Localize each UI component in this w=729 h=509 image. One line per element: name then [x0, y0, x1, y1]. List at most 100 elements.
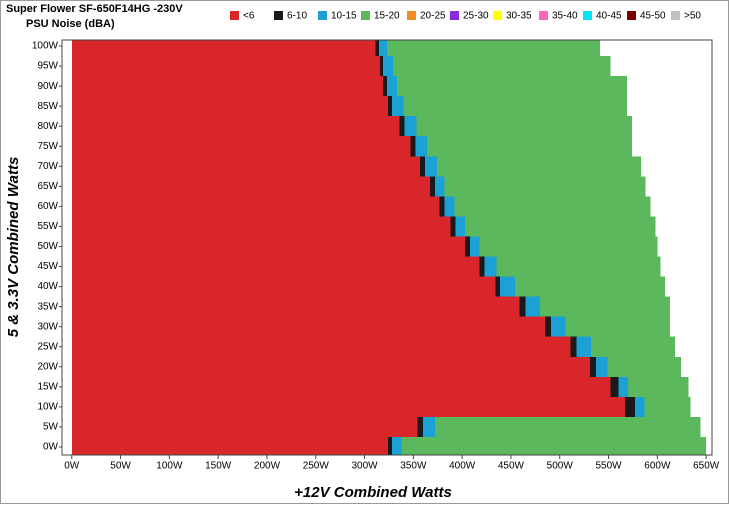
heat-cell — [484, 256, 497, 277]
heat-cell — [71, 236, 466, 257]
plot-border — [61, 39, 713, 456]
legend-swatch — [407, 11, 416, 20]
heat-cell — [429, 176, 435, 197]
y-tick-label: 55W — [37, 221, 58, 232]
heat-cell — [625, 396, 635, 417]
legend-swatch — [627, 11, 636, 20]
heat-cell — [434, 176, 445, 197]
heat-cell — [496, 256, 661, 277]
heat-cell — [399, 116, 405, 137]
heat-cell — [465, 216, 656, 237]
heat-cell — [401, 436, 707, 455]
heat-cell — [404, 116, 417, 137]
legend-label: >50 — [684, 11, 701, 22]
heat-cell — [634, 396, 645, 417]
heat-cell — [439, 196, 445, 217]
x-tick-label: 200W — [254, 461, 281, 472]
legend-label: 15-20 — [374, 11, 400, 22]
heat-cell — [71, 396, 626, 417]
heat-cell — [450, 216, 456, 237]
legend-swatch — [671, 11, 680, 20]
heat-cell — [71, 316, 546, 337]
legend-label: 25-30 — [463, 11, 489, 22]
legend-swatch — [230, 11, 239, 20]
x-axis-title: +12V Combined Watts — [294, 484, 452, 501]
heat-cell — [387, 436, 392, 455]
x-tick-label: 150W — [205, 461, 232, 472]
y-tick-label: 60W — [37, 201, 58, 212]
heat-cell — [383, 56, 393, 77]
legend-swatch — [318, 11, 327, 20]
x-tick-label: 50W — [110, 461, 131, 472]
heat-cell — [71, 416, 418, 437]
heat-cell — [379, 40, 387, 57]
heat-cell — [387, 96, 392, 117]
y-tick-label: 0W — [43, 442, 59, 453]
legend-swatch — [539, 11, 548, 20]
heat-cell — [444, 176, 646, 197]
heat-cell — [423, 416, 435, 437]
heat-cell — [610, 376, 619, 397]
y-tick-label: 5W — [43, 422, 59, 433]
x-tick-label: 500W — [547, 461, 574, 472]
y-tick-label: 80W — [37, 121, 58, 132]
heat-cell — [383, 76, 387, 97]
heat-cell — [565, 316, 671, 337]
y-tick-label: 95W — [37, 61, 58, 72]
heat-cell — [71, 256, 480, 277]
x-tick-label: 600W — [644, 461, 671, 472]
heat-cell — [71, 276, 496, 297]
heat-cell — [545, 316, 551, 337]
heat-cell — [514, 276, 666, 297]
heat-cell — [71, 176, 430, 197]
heat-cell — [595, 356, 608, 377]
x-tick-label: 650W — [693, 461, 720, 472]
heat-cell — [495, 276, 501, 297]
heat-cell — [71, 296, 520, 317]
heat-cell — [71, 40, 376, 57]
heat-cell — [71, 76, 384, 97]
heat-cell — [590, 336, 675, 357]
y-tick-label: 15W — [37, 381, 58, 392]
legend-label: 40-45 — [596, 11, 622, 22]
heat-cell — [71, 156, 421, 177]
legend-label: 6-10 — [287, 11, 307, 22]
heat-cell — [465, 236, 470, 257]
heat-cell — [403, 96, 628, 117]
legend-label: 45-50 — [640, 11, 666, 22]
y-tick-label: 70W — [37, 161, 58, 172]
x-tick-label: 550W — [595, 461, 622, 472]
y-tick-label: 100W — [32, 41, 59, 52]
legend-label: 20-25 — [420, 11, 446, 22]
heat-cell — [71, 436, 388, 455]
heat-cell — [71, 116, 400, 137]
heat-cell — [618, 376, 629, 397]
heat-cell — [415, 136, 428, 157]
heat-cell — [434, 416, 701, 437]
heat-cell — [71, 56, 381, 77]
heat-cell — [387, 76, 397, 97]
heat-cell — [387, 40, 600, 57]
heat-cell — [570, 336, 577, 357]
heat-cell — [454, 196, 651, 217]
y-tick-label: 40W — [37, 281, 58, 292]
legend-swatch — [493, 11, 502, 20]
legend-swatch — [361, 11, 370, 20]
y-tick-label: 35W — [37, 301, 58, 312]
heat-cell — [420, 156, 426, 177]
y-tick-label: 20W — [37, 361, 58, 372]
heat-cell — [71, 376, 611, 397]
heat-cell — [71, 136, 411, 157]
heat-cell — [455, 216, 466, 237]
chart-title: Super Flower SF-650F14HG -230V — [6, 3, 183, 15]
y-axis-title: 5 & 3.3V Combined Watts — [5, 157, 22, 338]
y-tick-label: 90W — [37, 81, 58, 92]
heat-cell — [479, 256, 485, 277]
legend-label: 30-35 — [506, 11, 532, 22]
heat-cell — [540, 296, 671, 317]
y-tick-label: 85W — [37, 101, 58, 112]
heat-cell — [628, 376, 689, 397]
heat-cell — [644, 396, 691, 417]
heat-cell — [525, 296, 541, 317]
